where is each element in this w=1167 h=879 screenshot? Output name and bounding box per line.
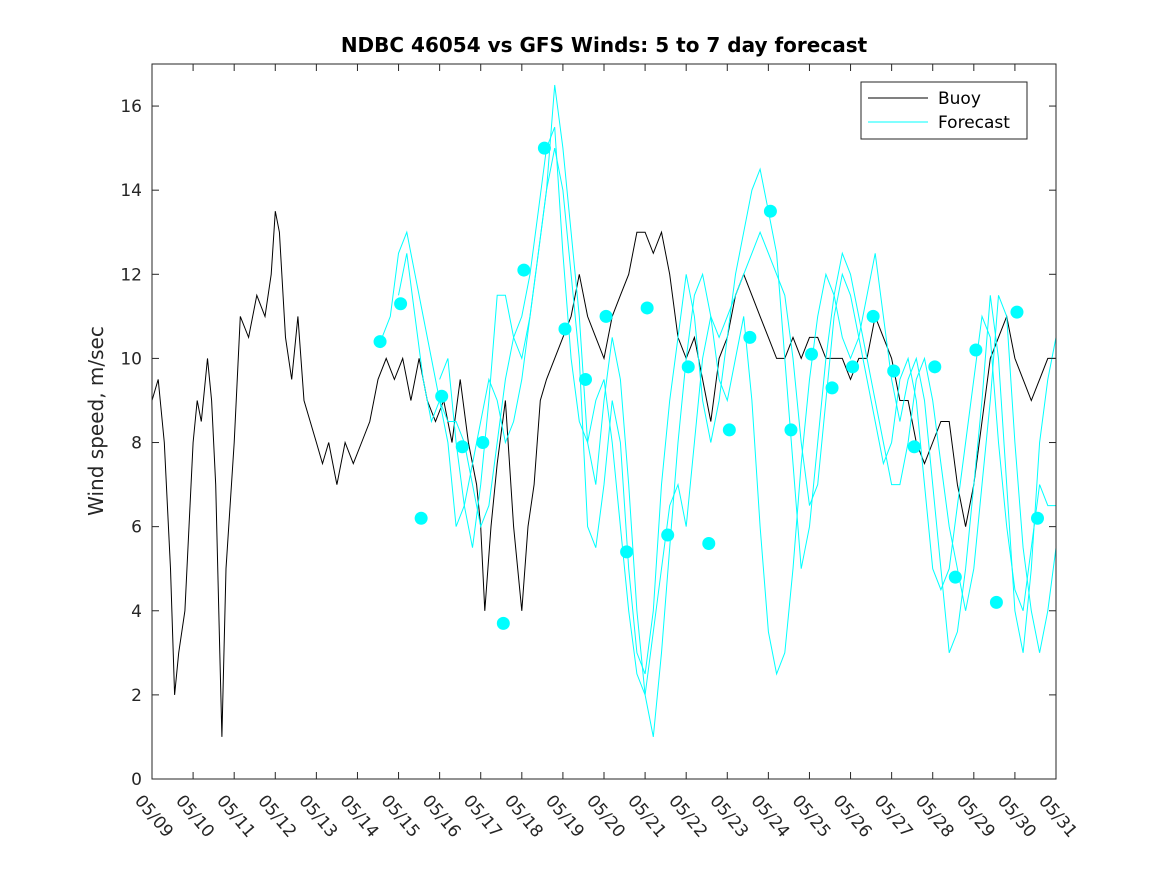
forecast-marker [1010,305,1024,319]
x-tick-label: 05/31 [1034,791,1081,841]
forecast-marker [394,297,408,311]
forecast-marker [805,347,819,361]
forecast-marker [702,536,716,550]
forecast-marker [414,511,428,525]
x-tick-label: 05/19 [541,791,588,841]
x-tick-label: 05/26 [829,791,876,841]
x-tick-label: 05/16 [418,791,465,841]
forecast-marker [537,141,551,155]
forecast-marker [558,322,572,336]
forecast-marker [743,330,757,344]
legend: Buoy Forecast [860,81,1028,140]
x-tick-label: 05/12 [253,791,300,841]
x-tick-label: 05/29 [952,791,999,841]
forecast-marker [455,440,469,454]
forecast-series-line [439,148,1057,675]
forecast-marker [825,381,839,395]
forecast-marker [681,360,695,374]
x-tick-label: 05/27 [870,791,917,841]
forecast-marker [907,440,921,454]
x-tick-label: 05/28 [911,791,958,841]
plot-area [151,63,1057,780]
series-layer [151,84,1057,737]
x-tick-label: 05/15 [377,791,424,841]
x-tick-label: 05/09 [130,791,177,841]
forecast-marker [887,364,901,378]
forecast-marker [373,335,387,349]
x-tick-label: 05/25 [788,791,835,841]
y-tick-label: 16 [120,97,142,117]
buoy-series-line [151,211,1056,737]
forecast-marker [722,423,736,437]
forecast-marker [763,204,777,218]
x-tick-label: 05/21 [623,791,670,841]
x-tick-label: 05/20 [582,791,629,841]
x-tick-label: 05/14 [336,791,383,841]
forecast-marker [599,309,613,323]
x-tick-label: 05/10 [171,791,218,841]
forecast-marker [866,309,880,323]
y-tick-label: 4 [131,602,142,622]
forecast-marker [496,616,510,630]
forecast-marker [989,595,1003,609]
y-tick-label: 12 [120,265,142,285]
forecast-marker [1031,511,1045,525]
x-tick-label: 05/30 [993,791,1040,841]
forecast-marker [969,343,983,357]
x-tick-label: 05/17 [459,791,506,841]
y-tick-label: 2 [131,686,142,706]
forecast-marker [784,423,798,437]
y-tick-label: 8 [131,434,142,454]
forecast-marker [640,301,654,315]
y-tick-label: 14 [120,181,142,201]
forecast-marker [661,528,675,542]
forecast-marker [435,389,449,403]
chart-title: NDBC 46054 vs GFS Winds: 5 to 7 day fore… [341,33,868,57]
forecast-marker [579,372,593,386]
forecast-marker [476,436,490,450]
forecast-marker [620,545,634,559]
forecast-marker [948,570,962,584]
x-tick-label: 05/11 [212,791,259,841]
x-tick-label: 05/22 [664,791,711,841]
y-tick-label: 10 [120,349,142,369]
forecast-series-line [398,84,1057,737]
axes-background [152,64,1056,779]
forecast-markers [373,141,1045,630]
x-tick-label: 05/13 [295,791,342,841]
legend-box [860,81,1028,140]
x-tick-label: 05/18 [500,791,547,841]
forecast-marker [928,360,942,374]
x-tick-label: 05/24 [747,791,794,841]
y-axis-label: Wind speed, m/sec [84,326,108,516]
forecast-series-line [381,126,1056,696]
x-tick-label: 05/23 [705,791,752,841]
y-tick-label: 0 [131,770,142,790]
forecast-marker [846,360,860,374]
y-tick-label: 6 [131,518,142,538]
legend-label-forecast: Forecast [938,113,1010,133]
forecast-marker [517,263,531,277]
legend-label-buoy: Buoy [938,89,981,109]
